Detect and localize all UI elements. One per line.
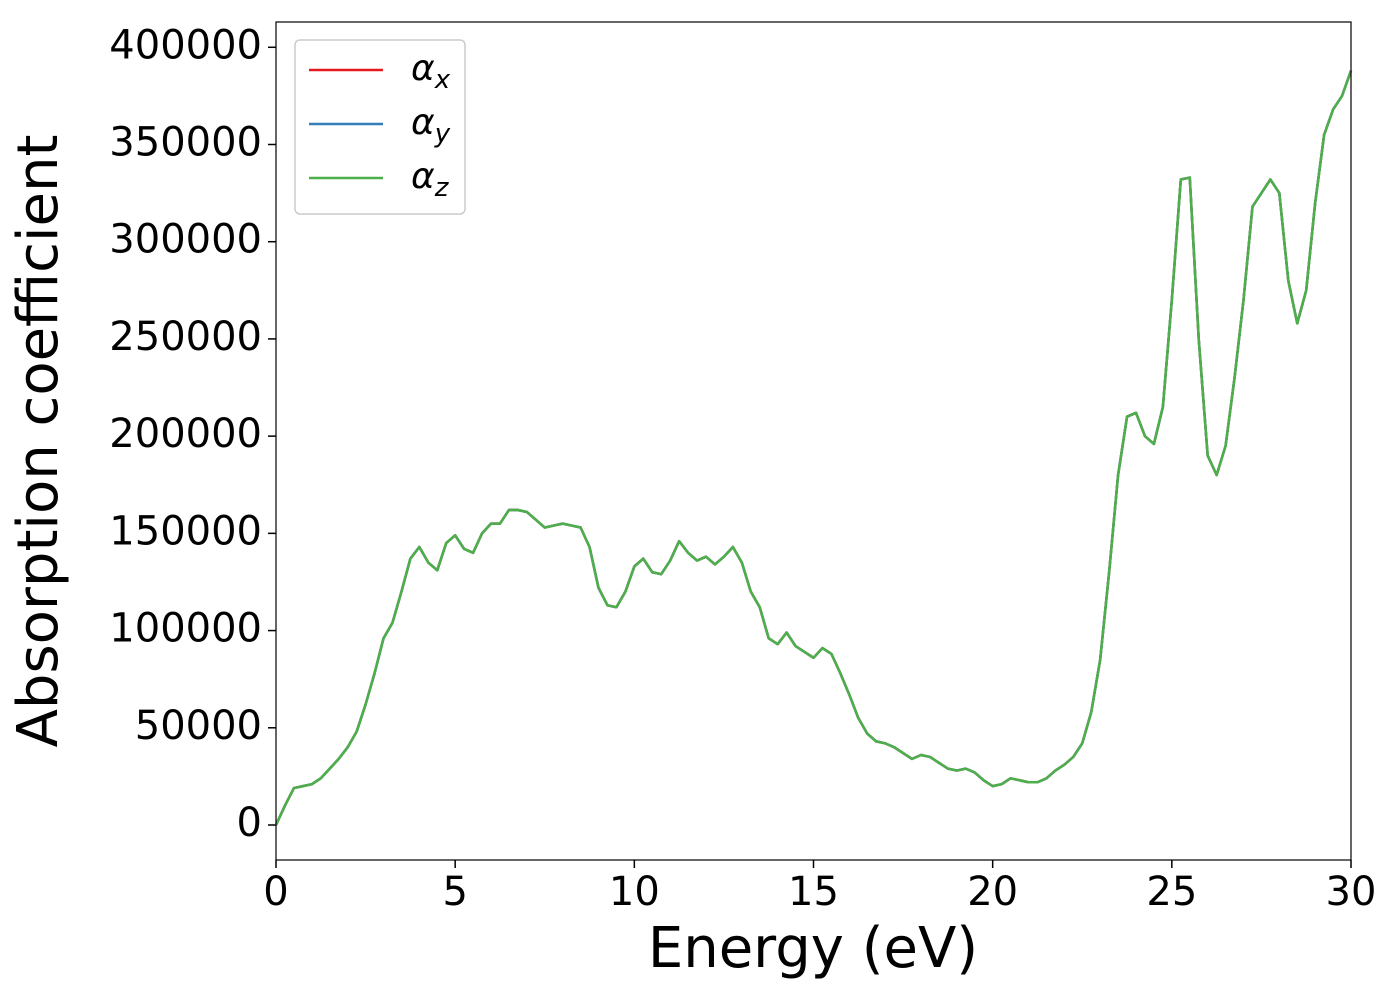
x-axis-label: Energy (eV) bbox=[648, 916, 978, 981]
legend-label: αx bbox=[411, 48, 451, 95]
y-tick-label: 300000 bbox=[109, 217, 262, 263]
y-tick-label: 200000 bbox=[109, 411, 262, 457]
x-tick-label: 0 bbox=[263, 869, 288, 915]
x-tick-label: 30 bbox=[1326, 869, 1377, 915]
y-tick-label: 150000 bbox=[109, 508, 262, 554]
y-tick-label: 400000 bbox=[109, 22, 262, 68]
data-line bbox=[274, 70, 1353, 826]
y-tick-label: 50000 bbox=[135, 703, 262, 749]
x-tick-label: 15 bbox=[788, 869, 839, 915]
x-tick-label: 20 bbox=[967, 869, 1018, 915]
y-tick-label: 100000 bbox=[109, 606, 262, 652]
y-tick-label: 250000 bbox=[109, 314, 262, 360]
y-tick-label: 350000 bbox=[109, 119, 262, 165]
legend: αx αy αz bbox=[294, 39, 466, 215]
y-axis-label: Absorption coefficient bbox=[6, 135, 71, 748]
legend-label: αz bbox=[411, 156, 450, 203]
x-tick-label: 10 bbox=[609, 869, 660, 915]
legend-box bbox=[294, 39, 466, 215]
x-tick-label: 25 bbox=[1146, 869, 1197, 915]
legend-label: αy bbox=[411, 102, 451, 149]
y-tick-label: 0 bbox=[237, 800, 262, 846]
x-tick-label: 5 bbox=[442, 869, 467, 915]
plot-frame bbox=[275, 21, 1352, 861]
